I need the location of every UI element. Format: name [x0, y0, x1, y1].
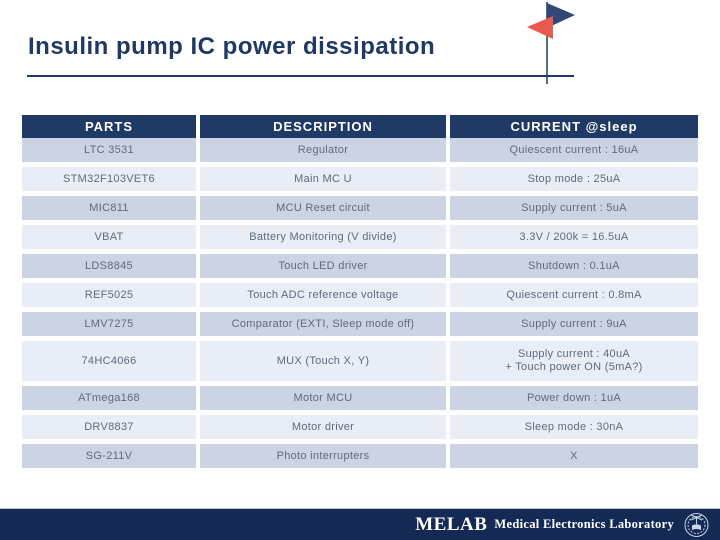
- table-row: STM32F103VET6 Main MC U Stop mode : 25uA: [22, 167, 698, 191]
- column-header-current: CURRENT @sleep: [450, 115, 698, 138]
- table-row: DRV8837 Motor driver Sleep mode : 30nA: [22, 415, 698, 439]
- current-cell: Quiescent current : 16uA: [450, 138, 698, 162]
- current-cell: Supply current : 9uA: [450, 312, 698, 336]
- current-cell: 3.3V / 200k = 16.5uA: [450, 225, 698, 249]
- lab-acronym: MELAB: [415, 513, 488, 535]
- part-cell: LDS8845: [22, 254, 196, 278]
- lab-name: Medical Electronics Laboratory: [494, 517, 674, 531]
- description-cell: Motor MCU: [200, 386, 446, 410]
- current-cell: Sleep mode : 30nA: [450, 415, 698, 439]
- description-cell: Motor driver: [200, 415, 446, 439]
- flag-decoration-icon: [527, 2, 575, 84]
- description-cell: Touch ADC reference voltage: [200, 283, 446, 307]
- description-cell: Battery Monitoring (V divide): [200, 225, 446, 249]
- current-cell: Supply current : 40uA + Touch power ON (…: [450, 341, 698, 381]
- part-cell: ATmega168: [22, 386, 196, 410]
- description-cell: Comparator (EXTI, Sleep mode off): [200, 312, 446, 336]
- description-cell: Main MC U: [200, 167, 446, 191]
- current-cell: Shutdown : 0.1uA: [450, 254, 698, 278]
- table-header-row: PARTS DESCRIPTION CURRENT @sleep: [22, 115, 698, 138]
- part-cell: LTC 3531: [22, 138, 196, 162]
- column-header-parts: PARTS: [22, 115, 196, 138]
- description-cell: MUX (Touch X, Y): [200, 341, 446, 381]
- description-cell: Touch LED driver: [200, 254, 446, 278]
- table-row: MIC811 MCU Reset circuit Supply current …: [22, 196, 698, 220]
- current-cell: Quiescent current : 0.8mA: [450, 283, 698, 307]
- table-row: LDS8845 Touch LED driver Shutdown : 0.1u…: [22, 254, 698, 278]
- ic-power-table: PARTS DESCRIPTION CURRENT @sleep LTC 353…: [22, 115, 698, 468]
- table-body: LTC 3531 Regulator Quiescent current : 1…: [22, 138, 698, 468]
- part-cell: LMV7275: [22, 312, 196, 336]
- part-cell: VBAT: [22, 225, 196, 249]
- part-cell: DRV8837: [22, 415, 196, 439]
- description-cell: Photo interrupters: [200, 444, 446, 468]
- part-cell: STM32F103VET6: [22, 167, 196, 191]
- table-row: 74HC4066 MUX (Touch X, Y) Supply current…: [22, 341, 698, 381]
- table-row: LMV7275 Comparator (EXTI, Sleep mode off…: [22, 312, 698, 336]
- university-seal-icon: [684, 513, 709, 537]
- current-cell: Power down : 1uA: [450, 386, 698, 410]
- page-title: Insulin pump IC power dissipation: [28, 33, 436, 60]
- table-row: VBAT Battery Monitoring (V divide) 3.3V …: [22, 225, 698, 249]
- part-cell: 74HC4066: [22, 341, 196, 381]
- column-header-description: DESCRIPTION: [200, 115, 446, 138]
- description-cell: Regulator: [200, 138, 446, 162]
- table-row: REF5025 Touch ADC reference voltage Quie…: [22, 283, 698, 307]
- current-cell: X: [450, 444, 698, 468]
- part-cell: REF5025: [22, 283, 196, 307]
- table-row: LTC 3531 Regulator Quiescent current : 1…: [22, 138, 698, 162]
- part-cell: MIC811: [22, 196, 196, 220]
- current-cell: Supply current : 5uA: [450, 196, 698, 220]
- title-underline: [27, 75, 574, 77]
- footer-bar: MELAB Medical Electronics Laboratory: [0, 508, 720, 540]
- part-cell: SG-211V: [22, 444, 196, 468]
- current-cell: Stop mode : 25uA: [450, 167, 698, 191]
- table-row: ATmega168 Motor MCU Power down : 1uA: [22, 386, 698, 410]
- table-row: SG-211V Photo interrupters X: [22, 444, 698, 468]
- description-cell: MCU Reset circuit: [200, 196, 446, 220]
